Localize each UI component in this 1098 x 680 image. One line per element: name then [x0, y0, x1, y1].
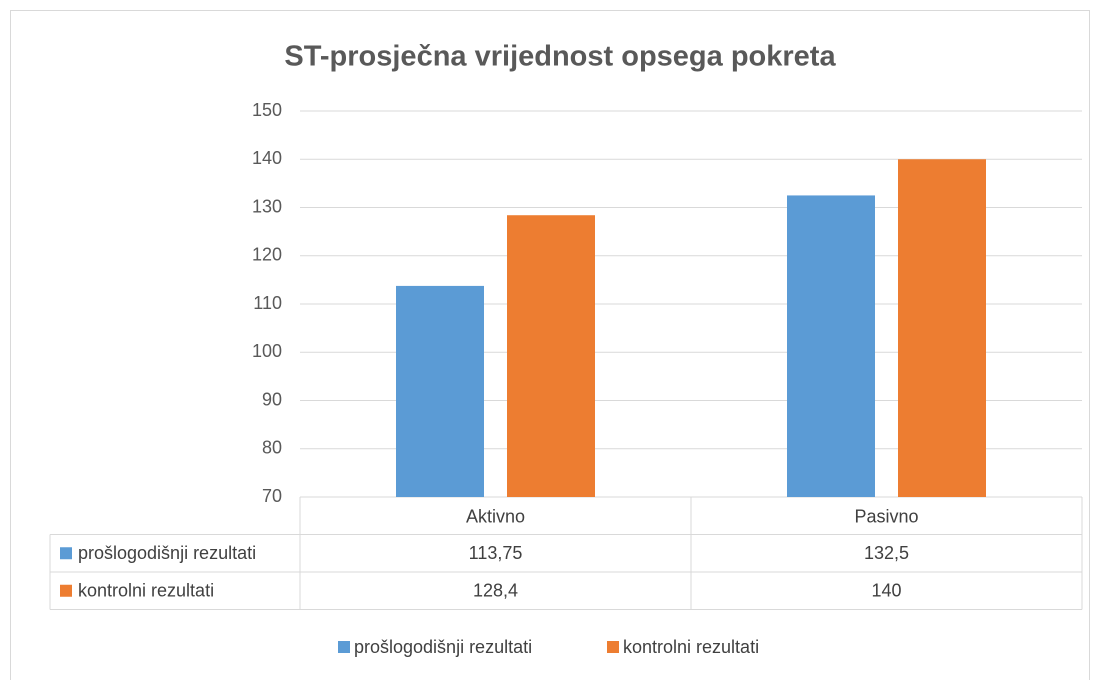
legend-key	[60, 584, 72, 597]
y-tick-label: 100	[252, 341, 282, 361]
legend-key	[338, 641, 350, 653]
x-tick-label: Pasivno	[854, 507, 918, 527]
table-value: 128,4	[473, 581, 518, 601]
y-tick-label: 140	[252, 148, 282, 168]
y-tick-label: 120	[252, 245, 282, 265]
y-tick-label: 70	[262, 486, 282, 506]
y-tick-label: 110	[253, 293, 282, 313]
y-tick-label: 90	[262, 389, 282, 409]
y-tick-label: 130	[252, 196, 282, 216]
bar	[396, 285, 484, 497]
y-tick-label: 150	[252, 100, 282, 120]
table-value: 132,5	[864, 543, 909, 563]
legend-key	[60, 547, 72, 560]
legend-label: kontrolni rezultati	[623, 637, 759, 657]
table-series-name: kontrolni rezultati	[78, 581, 214, 601]
table-value: 113,75	[469, 543, 523, 563]
bar	[787, 195, 875, 497]
bar	[898, 159, 986, 497]
y-tick-label: 80	[262, 438, 282, 458]
table-value: 140	[871, 581, 901, 601]
legend-key	[607, 641, 619, 653]
legend-label: prošlogodišnji rezultati	[354, 637, 532, 657]
table-series-name: prošlogodišnji rezultati	[78, 543, 256, 563]
chart-title: ST-prosječna vrijednost opsega pokreta	[284, 41, 836, 73]
x-tick-label: Aktivno	[466, 507, 525, 527]
bar	[507, 215, 595, 497]
